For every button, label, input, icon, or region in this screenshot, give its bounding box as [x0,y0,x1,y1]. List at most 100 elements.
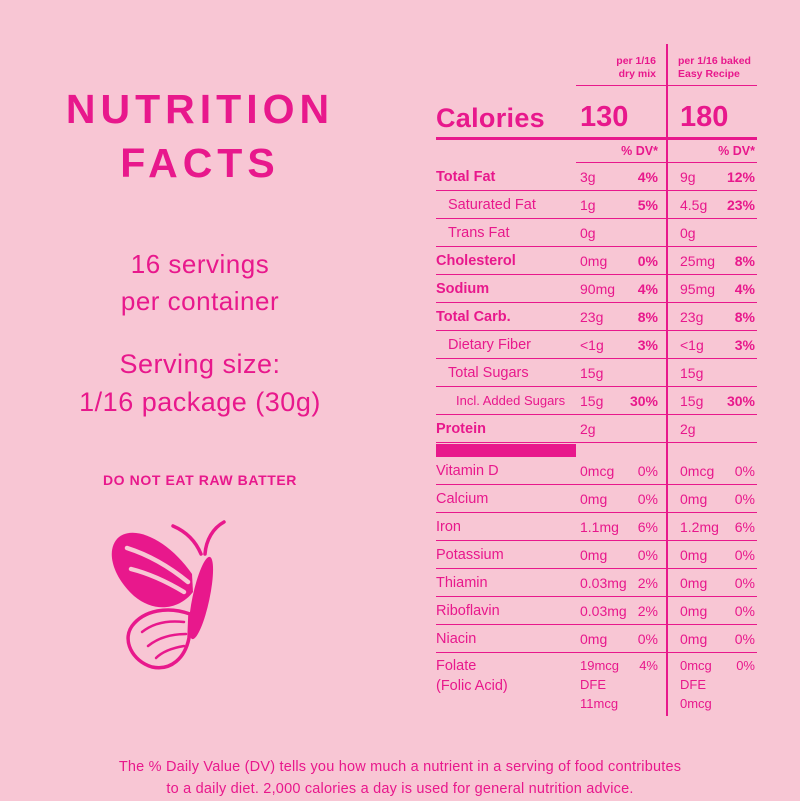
daily-value: 4% [734,280,755,297]
row-vitamin-d: Vitamin D 0mcg 0% 0mcg 0% [436,457,757,485]
amount: 0mg [580,546,608,563]
dry-mix-value: 15g [576,359,664,386]
daily-value: 4% [637,280,658,297]
daily-value: 30% [629,392,658,409]
amount: 95mg [680,280,716,297]
amount: 0mcg DFE [680,658,712,692]
baked-value: 15g [664,359,757,386]
column-headers: per 1/16 dry mix per 1/16 baked Easy Rec… [436,44,757,86]
nutrient-label: Protein [436,420,486,437]
nutrient-label: Iron [436,518,461,535]
daily-value: 4% [637,168,658,185]
calories-baked: 180 [680,101,729,133]
baked-value: 0mg 0% [664,485,757,512]
dry-mix-value: 23g 8% [576,303,664,330]
daily-value: 0% [734,602,755,619]
dry-mix-value: 0mg 0% [576,541,664,568]
amount: 19mcg DFE [580,658,620,692]
calories-dry-mix: 130 [580,101,629,133]
nutrient-label: Niacin [436,630,477,647]
nutrient-label: Dietary Fiber [448,336,531,353]
serving-size-line-1: Serving size: [119,349,281,379]
row-folate: Folate (Folic Acid) 19mcg DFE 4% 11mcg 0m… [436,653,757,714]
baked-value: 25mg 8% [664,247,757,274]
amount: 15g [580,364,604,381]
baked-value: <1g 3% [664,331,757,358]
amount: 25mg [680,252,716,269]
amount: 0mcg [580,462,615,479]
amount: 90mg [580,280,616,297]
nutrition-table: per 1/16 dry mix per 1/16 baked Easy Rec… [436,44,757,716]
calories-label: Calories [436,103,545,133]
nutrient-label: Riboflavin [436,602,500,619]
baked-value: 15g 30% [664,387,757,414]
amount: 0mg [680,574,708,591]
servings-line-1: 16 servings [130,249,270,279]
divider-bar [436,443,576,457]
dry-mix-value: 19mcg DFE 4% 11mcg [576,657,664,714]
baked-value: 95mg 4% [664,275,757,302]
amount: 1g [580,196,596,213]
servings-per-container: 16 servings per container [28,246,372,320]
amount: 15g [580,392,604,409]
serving-size: Serving size: 1/16 package (30g) [28,346,372,422]
amount: 0mg [580,630,608,647]
row-sodium: Sodium 90mg 4% 95mg 4% [436,275,757,303]
amount: 23g [680,308,704,325]
section-divider-bar [436,443,757,457]
daily-value-header-row: % DV* % DV* [436,140,757,163]
daily-value: 0% [637,252,658,269]
amount: 0g [580,224,596,241]
dry-mix-value: 1g 5% [576,191,664,218]
daily-value: 0% [637,462,658,479]
nutrient-label: Total Sugars [448,364,529,381]
amount: 15g [680,392,704,409]
nutrient-label: Saturated Fat [448,196,536,213]
amount: 2g [680,420,696,437]
dry-mix-value: 0mg 0% [576,625,664,652]
amount: 23g [580,308,604,325]
daily-value: 3% [734,336,755,353]
daily-value: 4% [639,658,658,673]
amount: 0mg [680,630,708,647]
nutrient-label: Total Carb. [436,308,511,325]
baked-value: 0mg 0% [664,569,757,596]
amount: 0g [680,224,696,241]
daily-value: 0% [734,490,755,507]
dry-mix-value: 15g 30% [576,387,664,414]
amount: 2g [580,420,596,437]
raw-batter-warning: DO NOT EAT RAW BATTER [102,472,298,488]
amount: 4.5g [680,196,708,213]
daily-value: 0% [637,630,658,647]
daily-value: 30% [726,392,755,409]
servings-line-2: per container [120,285,280,316]
daily-value: 0% [637,546,658,563]
dry-mix-value: 0.03mg 2% [576,597,664,624]
footnote-line-2: to a daily diet. 2,000 calories a day is… [166,781,634,798]
dry-mix-value: 2g [576,415,664,442]
daily-value: 8% [734,252,755,269]
baked-value: 0mg 0% [664,625,757,652]
row-added-sugars: Incl. Added Sugars 15g 30% 15g 30% [436,387,757,415]
row-cholesterol: Cholesterol 0mg 0% 25mg 8% [436,247,757,275]
row-niacin: Niacin 0mg 0% 0mg 0% [436,625,757,653]
daily-value: 0% [736,658,755,673]
dry-mix-value: 3g 4% [576,163,664,190]
dv-header-baked: % DV* [664,140,757,163]
row-thiamin: Thiamin 0.03mg 2% 0mg 0% [436,569,757,597]
amount: 3g [580,168,596,185]
baked-value: 0mg 0% [664,541,757,568]
column-header-baked: per 1/16 baked Easy Recipe [664,44,757,86]
column-header-dry-mix: per 1/16 dry mix [576,44,664,86]
amount: 0mcg [680,462,715,479]
daily-value: 0% [637,490,658,507]
nutrient-label: Cholesterol [436,252,516,269]
daily-value: 0% [734,546,755,563]
amount: 0mg [680,602,708,619]
butterfly-icon [111,520,226,670]
daily-value-footnote: The % Daily Value (DV) tells you how muc… [0,756,800,801]
row-riboflavin: Riboflavin 0.03mg 2% 0mg 0% [436,597,757,625]
amount: 0mg [580,490,608,507]
daily-value: 0% [734,630,755,647]
